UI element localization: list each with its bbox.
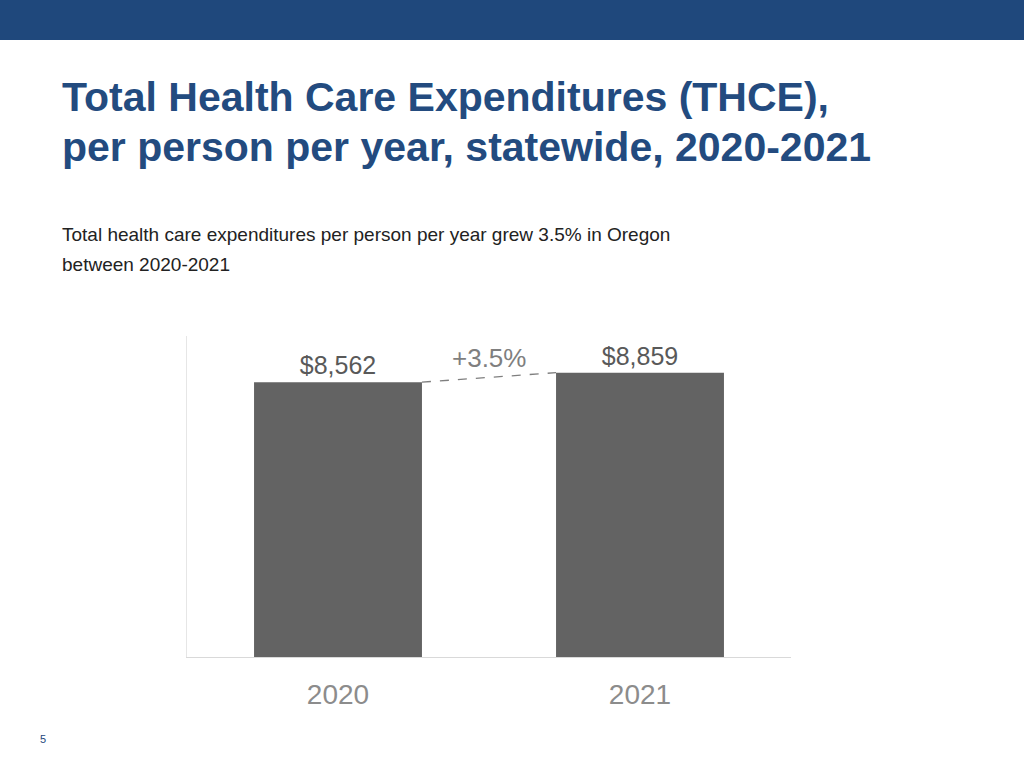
- svg-text:2021: 2021: [609, 679, 671, 710]
- html-text:5: 5: [40, 733, 47, 745]
- svg-text:$8,562: $8,562: [300, 351, 376, 379]
- svg-text:+3.5%: +3.5%: [452, 343, 526, 373]
- html-text:Total Health Care Expenditures: Total Health Care Expenditures (THCE), p…: [62, 74, 872, 170]
- svg-text:$8,859: $8,859: [602, 342, 678, 370]
- svg-text:2020: 2020: [307, 679, 369, 710]
- html-text:Total health care expenditures: Total health care expenditures per perso…: [62, 224, 671, 275]
